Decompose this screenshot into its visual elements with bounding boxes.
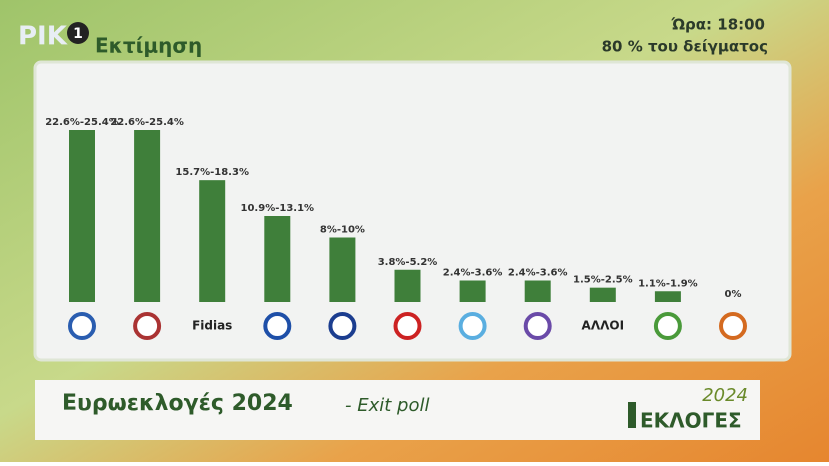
category-label: ΑΛΛΟΙ [582, 319, 625, 333]
chart-title: Εκτίμηση [95, 34, 202, 58]
logo-year: 2024 [702, 385, 748, 406]
bar [459, 280, 486, 302]
party-logo [719, 312, 747, 340]
party-logo [458, 312, 487, 340]
party-logo [328, 312, 357, 340]
bar [589, 287, 616, 302]
value-label: 22.6%-25.4% [45, 117, 119, 128]
bar [654, 291, 681, 302]
bar [329, 237, 356, 302]
value-label: 2.4%-3.6% [443, 268, 503, 279]
sample: 80 % του δείγματος [602, 38, 768, 56]
bar [264, 216, 291, 302]
value-label: 2.4%-3.6% [508, 268, 568, 279]
party-logo [653, 312, 682, 340]
logo-bar [628, 402, 636, 428]
footer-title: Ευρωεκλογές 2024 [62, 391, 293, 416]
party-logo [68, 312, 96, 340]
party-logo [133, 312, 162, 340]
footer-subtitle: - Exit poll [345, 395, 429, 416]
channel-logo: ΡΙΚ [18, 22, 68, 52]
bar [69, 130, 95, 302]
channel-number: 1 [73, 26, 83, 42]
value-label: 1.5%-2.5% [573, 275, 633, 286]
category-label: Fidias [192, 319, 232, 333]
party-logo [523, 312, 552, 340]
bar [394, 269, 421, 302]
time: Ώρα: 18:00 [671, 16, 765, 34]
value-label: 10.9%-13.1% [241, 203, 315, 214]
value-label: 22.6%-25.4% [110, 117, 184, 128]
bar [524, 280, 551, 302]
value-label: 15.7%-18.3% [175, 167, 249, 178]
logo-text: ΕΚΛΟΓΕΣ [640, 409, 742, 433]
value-label: 3.8%-5.2% [378, 257, 438, 268]
value-label: 0% [725, 289, 742, 300]
bar [199, 180, 226, 302]
party-logo [263, 312, 292, 340]
value-label: 8%-10% [320, 225, 365, 236]
footer-bar [35, 380, 760, 440]
channel-badge [67, 22, 89, 44]
party-logo [393, 312, 422, 340]
bar [134, 130, 161, 302]
value-label: 1.1%-1.9% [638, 278, 698, 289]
